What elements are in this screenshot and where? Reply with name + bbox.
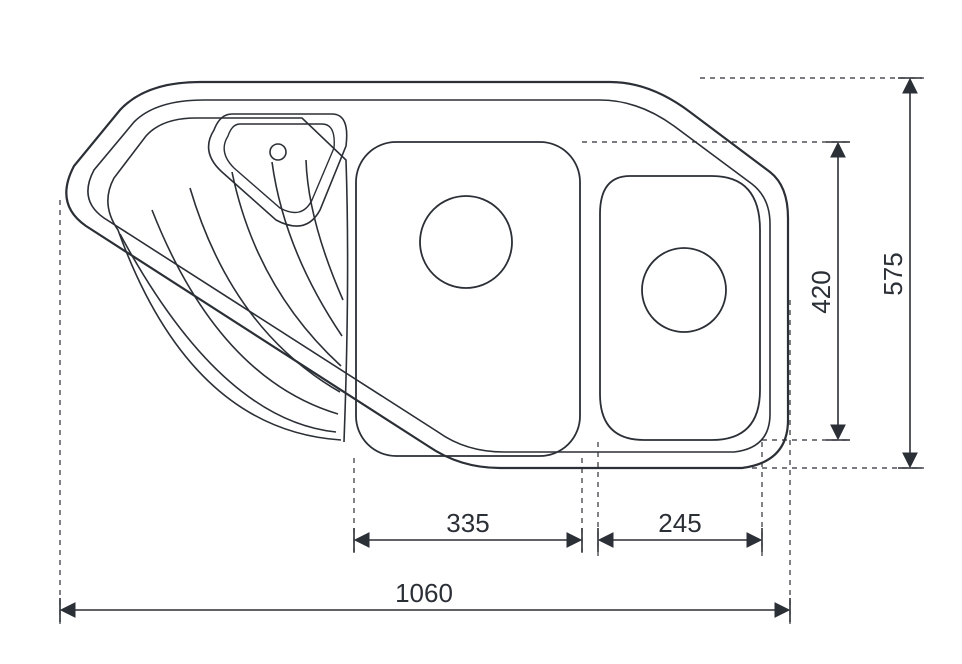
- sink-inner-rim: [88, 100, 770, 452]
- sink-outline-group: [66, 82, 788, 468]
- label-small-bowl-width: 245: [658, 508, 701, 538]
- dimension-labels: 335 245 1060 420 575: [395, 252, 908, 608]
- sink-technical-drawing: 335 245 1060 420 575: [0, 0, 962, 664]
- tap-hole: [270, 144, 286, 160]
- dimension-lines: [60, 78, 922, 622]
- small-bowl: [600, 176, 760, 440]
- extension-lines: [60, 78, 924, 624]
- drainer-ribs: [120, 160, 343, 432]
- tap-ledge: [209, 114, 347, 226]
- main-bowl: [356, 142, 580, 456]
- label-main-bowl-width: 335: [446, 508, 489, 538]
- label-overall-width: 1060: [395, 578, 453, 608]
- label-bowl-height: 420: [806, 270, 836, 313]
- sink-outer-hull: [66, 82, 788, 468]
- label-overall-height: 575: [878, 252, 908, 295]
- main-bowl-drain: [420, 196, 512, 288]
- small-bowl-drain: [642, 248, 726, 332]
- drainer-outline: [108, 118, 348, 442]
